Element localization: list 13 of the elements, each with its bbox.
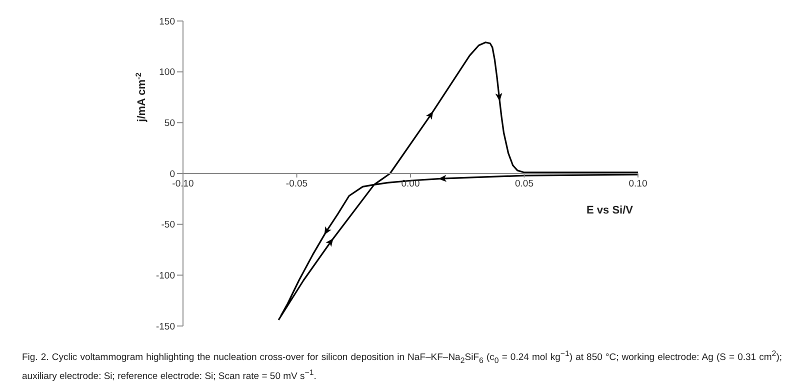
y-tick-label: 100 [159, 67, 175, 78]
text: Fig. 2. Cyclic voltammogram highlighting the nucleation cross-over for silicon deposition in NaF–KF–Na$_{2}$SiF$_{6}$ (c$_{0}$ = 0.24 mol kg$^{−1}$) at 850 °C; working electrode: Ag (S = 0.31 cm$^{2}$); auxiliary electrode: Si; reference electrode: Si; Scan rate = 50 mV s$^{−1}$. [22, 349, 782, 382]
x-axis-title: E vs Si/V [586, 204, 634, 216]
x-tick-label: -0.05 [286, 178, 308, 190]
y-tick-label: -50 [161, 220, 175, 231]
x-tick-label: 0.05 [515, 178, 534, 190]
y-tick-label: -100 [156, 270, 175, 282]
y-tick-label: -150 [156, 321, 175, 332]
x-tick-label: 0.00 [401, 178, 420, 190]
x-tick-label: 0.10 [628, 178, 648, 190]
y-tick-label: 150 [159, 16, 175, 28]
y-tick-label: 0 [170, 168, 175, 180]
y-tick-label: 50 [164, 118, 175, 130]
